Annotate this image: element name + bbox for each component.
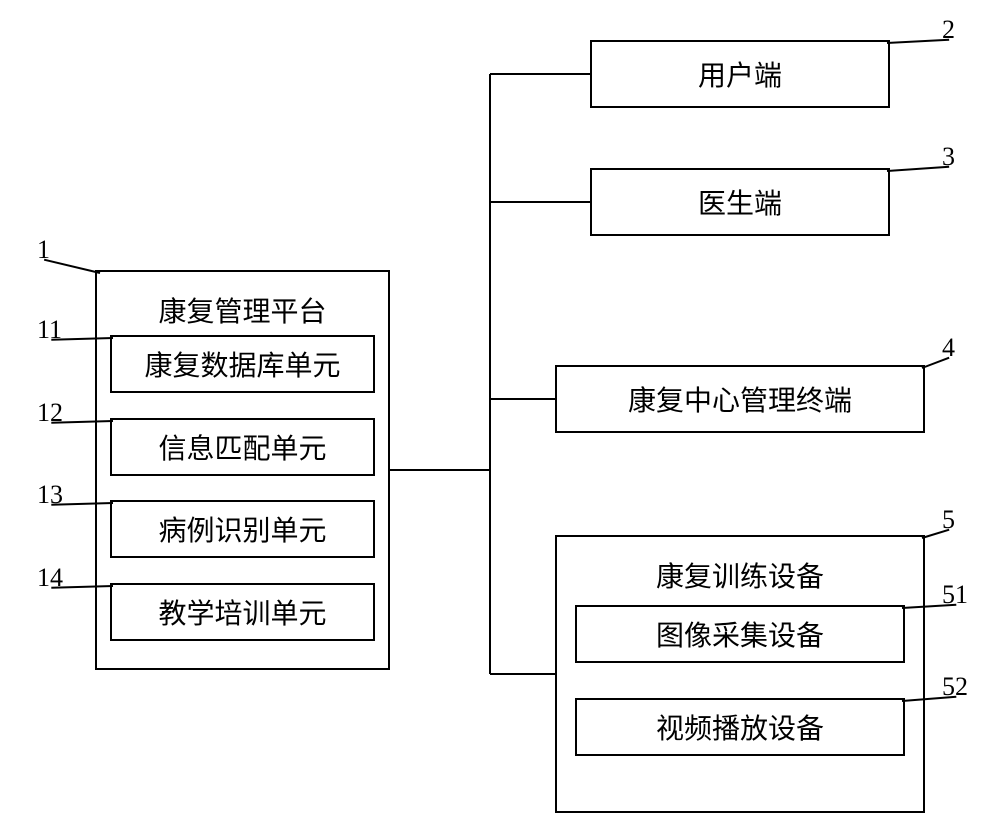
ref-number-2: 2 bbox=[942, 15, 955, 45]
ref-number-51: 51 bbox=[942, 580, 968, 610]
unit-case: 病例识别单元 bbox=[110, 500, 375, 558]
ref-number-52: 52 bbox=[942, 672, 968, 702]
equip-video-label: 视频播放设备 bbox=[656, 707, 824, 747]
ref-number-3: 3 bbox=[942, 142, 955, 172]
endpoint-user: 用户端 bbox=[590, 40, 890, 108]
equip-video: 视频播放设备 bbox=[575, 698, 905, 756]
ref-number-12: 12 bbox=[37, 398, 63, 428]
unit-match-label: 信息匹配单元 bbox=[158, 427, 326, 467]
ref-number-4: 4 bbox=[942, 333, 955, 363]
left-platform-title: 康复管理平台 bbox=[97, 290, 388, 330]
right-equipment-box: 康复训练设备 bbox=[555, 535, 925, 813]
unit-case-label: 病例识别单元 bbox=[158, 509, 326, 549]
right-equipment-title: 康复训练设备 bbox=[557, 555, 923, 595]
unit-train: 教学培训单元 bbox=[110, 583, 375, 641]
equip-image: 图像采集设备 bbox=[575, 605, 905, 663]
unit-train-label: 教学培训单元 bbox=[158, 592, 326, 632]
ref-number-14: 14 bbox=[37, 563, 63, 593]
ref-number-1: 1 bbox=[37, 235, 50, 265]
endpoint-user-label: 用户端 bbox=[698, 54, 782, 94]
unit-database: 康复数据库单元 bbox=[110, 335, 375, 393]
endpoint-center: 康复中心管理终端 bbox=[555, 365, 925, 433]
diagram-canvas: 康复管理平台 康复数据库单元 信息匹配单元 病例识别单元 教学培训单元 用户端 … bbox=[0, 0, 1000, 835]
endpoint-doctor: 医生端 bbox=[590, 168, 890, 236]
ref-number-11: 11 bbox=[37, 315, 62, 345]
endpoint-center-label: 康复中心管理终端 bbox=[628, 379, 852, 419]
equip-image-label: 图像采集设备 bbox=[656, 614, 824, 654]
unit-database-label: 康复数据库单元 bbox=[144, 344, 340, 384]
ref-number-13: 13 bbox=[37, 480, 63, 510]
unit-match: 信息匹配单元 bbox=[110, 418, 375, 476]
endpoint-doctor-label: 医生端 bbox=[698, 182, 782, 222]
ref-number-5: 5 bbox=[942, 505, 955, 535]
